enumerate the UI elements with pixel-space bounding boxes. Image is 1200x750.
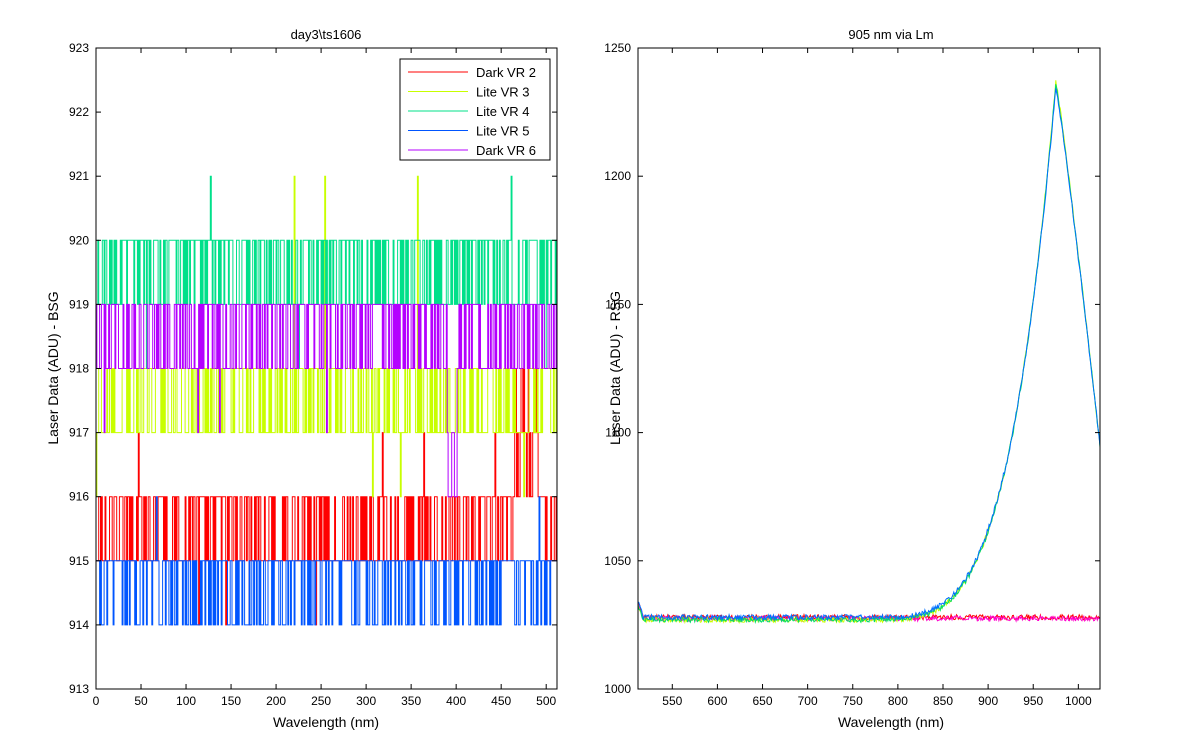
left-legend: Dark VR 2 Lite VR 3 Lite VR 4 Lite VR 5 Dark… [399, 58, 551, 161]
left-plot-area [96, 175, 558, 626]
legend-label: Lite VR 4 [476, 104, 529, 119]
right-xtick-label: 750 [843, 694, 863, 708]
legend-label: Lite VR 5 [476, 124, 529, 139]
left-xtick-label: 100 [176, 694, 196, 708]
left-ytick-label: 913 [69, 682, 89, 696]
right-ytick-label: 1150 [605, 297, 631, 311]
legend-box [399, 58, 551, 161]
left-xtick-label: 400 [446, 694, 466, 708]
right-xtick-label: 700 [798, 694, 818, 708]
right-chart-ylabel: Laser Data (ADU) - RSG [607, 291, 623, 445]
left-xtick-label: 300 [356, 694, 376, 708]
right-series-line [637, 84, 1101, 625]
left-series-line [96, 303, 558, 498]
left-xtick-label: 350 [401, 694, 421, 708]
legend-label: Dark VR 6 [476, 143, 536, 158]
left-ytick-label: 921 [69, 169, 89, 183]
right-chart-title: 905 nm via Lm [848, 27, 933, 42]
right-series-line [637, 88, 1101, 622]
left-xtick-label: 500 [536, 694, 556, 708]
right-axis-ticks: 550 600 650 700 750 800 850 900 950 1000 1000 1050 1… [604, 41, 1100, 708]
left-series-line [96, 496, 558, 626]
right-ytick-label: 1200 [604, 169, 631, 183]
left-chart-title: day3\ts1606 [291, 27, 362, 42]
right-xtick-label: 1000 [1065, 694, 1092, 708]
left-xtick-label: 0 [93, 694, 100, 708]
right-ytick-label: 1100 [605, 426, 631, 440]
right-xtick-label: 950 [1023, 694, 1043, 708]
left-ytick-label: 922 [69, 105, 89, 119]
right-ytick-label: 1050 [604, 554, 631, 568]
legend-label: Lite VR 3 [476, 85, 529, 100]
left-chart-ylabel: Laser Data (ADU) - BSG [45, 291, 61, 444]
left-chart-xlabel: Wavelength (nm) [273, 714, 379, 730]
left-xtick-label: 450 [491, 694, 511, 708]
left-xtick-label: 150 [221, 694, 241, 708]
left-xtick-label: 50 [134, 694, 148, 708]
right-xtick-label: 800 [888, 694, 908, 708]
left-ytick-label: 923 [69, 41, 89, 55]
left-ytick-label: 914 [69, 618, 89, 632]
legend-label: Dark VR 2 [476, 65, 536, 80]
left-ytick-label: 915 [69, 554, 89, 568]
left-xtick-label: 250 [311, 694, 331, 708]
right-ytick-label: 1250 [604, 41, 631, 55]
right-plot-area [637, 80, 1101, 625]
right-xtick-label: 650 [753, 694, 773, 708]
left-ytick-label: 917 [69, 426, 89, 440]
right-xtick-label: 850 [933, 694, 953, 708]
right-chart-panel: 905 nm via Lm Wavelength (nm) Laser Data… [604, 27, 1101, 730]
right-series-line [637, 80, 1101, 625]
left-axis-ticks: 0 50 100 150 200 250 300 350 400 450 500 913 914 915 9… [69, 41, 557, 708]
right-xtick-label: 600 [707, 694, 727, 708]
left-ytick-label: 916 [69, 490, 89, 504]
right-chart-xlabel: Wavelength (nm) [838, 714, 944, 730]
right-xtick-label: 900 [978, 694, 998, 708]
right-axes-box [637, 47, 1101, 690]
right-xtick-label: 550 [662, 694, 682, 708]
left-ytick-label: 918 [69, 362, 89, 376]
left-ytick-label: 920 [69, 233, 89, 247]
right-ytick-label: 1000 [604, 682, 631, 696]
left-ytick-label: 919 [69, 297, 89, 311]
left-xtick-label: 200 [266, 694, 286, 708]
left-chart-panel: day3\ts1606 Wavelength (nm) Laser Data (… [45, 27, 558, 730]
